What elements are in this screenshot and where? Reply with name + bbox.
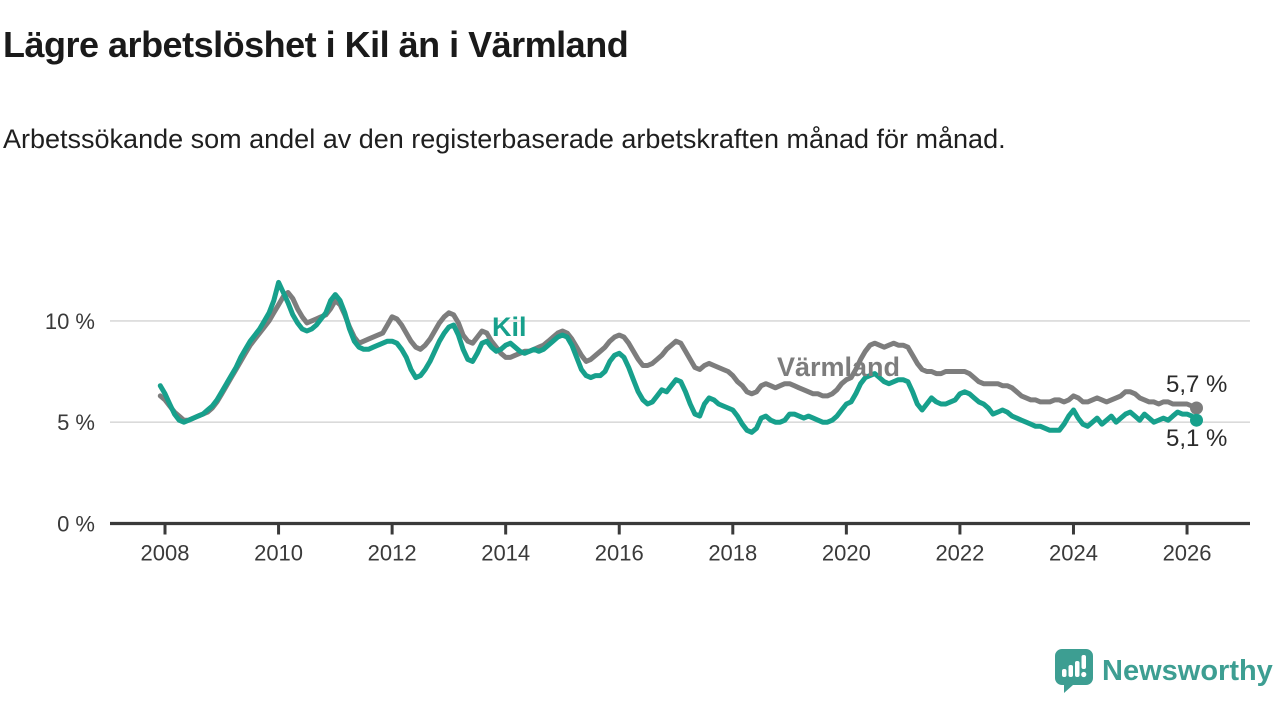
x-axis-tick-label: 2010 xyxy=(254,541,303,566)
end-value-label-kil: 5,1 % xyxy=(1166,425,1227,452)
x-axis-tick-label: 2022 xyxy=(935,541,984,566)
series-label-varmland: Värmland xyxy=(777,352,900,382)
series-end-dot-kil xyxy=(1190,413,1203,427)
chart-subtitle: Arbetssökande som andel av den registerb… xyxy=(3,124,1006,154)
brand-footer[interactable]: Newsworthy xyxy=(1054,648,1273,694)
series-label-kil: Kil xyxy=(492,312,527,342)
x-axis-tick-label: 2008 xyxy=(141,541,190,566)
end-value-label-varmland: 5,7 % xyxy=(1166,371,1227,398)
series-line-kil xyxy=(157,279,1199,435)
series-line-värmland xyxy=(157,290,1199,423)
x-axis-tick-label: 2014 xyxy=(481,541,530,566)
x-axis-tick-label: 2026 xyxy=(1163,541,1212,566)
x-axis-tick-label: 2020 xyxy=(822,541,871,566)
series-end-dot-värmland xyxy=(1190,401,1203,415)
chart-title: Lägre arbetslöshet i Kil än i Värmland xyxy=(3,24,629,65)
x-axis-tick-label: 2024 xyxy=(1049,541,1098,566)
y-axis-tick-label: 10 % xyxy=(45,309,95,334)
x-axis-tick-label: 2012 xyxy=(368,541,417,566)
x-axis-tick-label: 2018 xyxy=(708,541,757,566)
y-axis-tick-label: 5 % xyxy=(57,410,95,435)
y-axis-tick-label: 0 % xyxy=(57,512,95,537)
brand-name: Newsworthy xyxy=(1102,654,1273,687)
x-axis-tick-label: 2016 xyxy=(595,541,644,566)
newsworthy-logo-icon xyxy=(1055,649,1093,693)
